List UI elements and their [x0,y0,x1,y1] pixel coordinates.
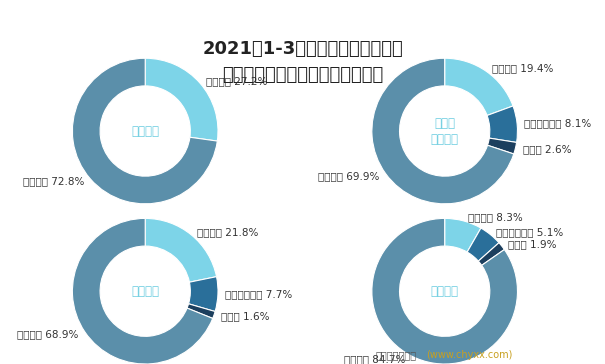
Text: 办公楼 1.6%: 办公楼 1.6% [221,311,270,321]
Wedge shape [445,58,513,115]
Wedge shape [73,58,217,204]
Wedge shape [73,218,213,364]
Wedge shape [445,218,481,252]
Wedge shape [189,277,218,312]
Wedge shape [145,58,218,141]
Text: 制图：智研咨询: 制图：智研咨询 [375,351,416,360]
Text: 商品住宅 84.7%: 商品住宅 84.7% [344,354,406,364]
Text: 新开工
施工面积: 新开工 施工面积 [431,116,459,146]
Text: 商品住宅 72.8%: 商品住宅 72.8% [22,176,84,186]
Wedge shape [479,243,505,265]
Text: 投资金额: 投资金额 [131,124,159,138]
Wedge shape [467,228,499,261]
Text: 办公楼 1.9%: 办公楼 1.9% [508,239,557,249]
Text: 商业营业用房 8.1%: 商业营业用房 8.1% [525,119,592,128]
Wedge shape [488,138,517,154]
Wedge shape [372,58,514,204]
Wedge shape [187,304,215,318]
Text: 其他用房 8.3%: 其他用房 8.3% [468,212,523,222]
Text: 其他用房 27.2%: 其他用房 27.2% [206,76,268,86]
Text: 竣工面积: 竣工面积 [131,285,159,298]
Text: (www.chyxx.com): (www.chyxx.com) [427,351,513,360]
Wedge shape [145,218,217,282]
Text: 商品住宅 68.9%: 商品住宅 68.9% [17,329,78,339]
Wedge shape [372,218,517,364]
Wedge shape [487,106,517,142]
Text: 商品住宅 69.9%: 商品住宅 69.9% [318,171,379,181]
Text: 商业营业用房 5.1%: 商业营业用房 5.1% [497,227,564,237]
Text: 其他用房 19.4%: 其他用房 19.4% [492,63,554,74]
Text: 其他用房 21.8%: 其他用房 21.8% [197,227,258,237]
Text: 销售面积: 销售面积 [431,285,459,298]
Text: 2021年1-3月四川省商业营业用房
投资、施工、竣工、销售分类占比: 2021年1-3月四川省商业营业用房 投资、施工、竣工、销售分类占比 [202,40,403,84]
Text: 办公楼 2.6%: 办公楼 2.6% [523,144,571,154]
Text: 商业营业用房 7.7%: 商业营业用房 7.7% [225,289,292,299]
